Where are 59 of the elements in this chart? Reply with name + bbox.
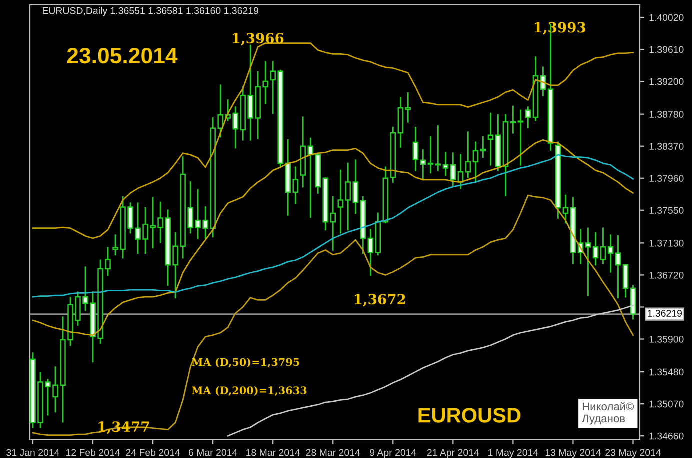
candlestick [480,136,486,158]
x-tick-label: 31 Jan 2014 [6,449,60,456]
candlestick [562,194,569,224]
candlestick [450,152,456,186]
y-tick-label: 1.39610 [650,46,684,54]
line-series [32,194,634,436]
candlestick [585,228,592,296]
annotation: MA (D,200)=1,3633 [192,386,307,396]
annotation: 23.05.2014 [67,48,178,64]
candlestick [352,160,359,214]
x-tick-label: 1 May 2014 [488,449,538,458]
candlestick [338,170,344,234]
line-series [32,139,634,336]
candlestick [510,106,516,134]
y-tick-label: 1.40020 [650,14,684,22]
candlestick [435,125,442,172]
y-tick-label: 1.37550 [650,207,684,214]
candlestick [600,228,606,264]
y-tick-label: 1.37960 [650,175,684,182]
candlestick [615,235,622,299]
x-tick-label: 21 Apr 2014 [427,449,480,458]
candlestick [518,110,524,166]
y-tick-label: 1.35070 [650,400,684,408]
y-tick-label: 1.35900 [650,336,684,343]
annotation: EUROUSD [418,408,521,423]
y-tick-label: 1.39200 [650,78,684,86]
y-tick-label: 1.38780 [650,111,684,118]
annotation: 1,3672 [354,294,406,307]
y-tick-label: 1.37130 [650,240,684,247]
candlestick [368,229,374,276]
x-tick-label: 24 Feb 2014 [126,449,180,456]
x-tick-label: 6 Mar 2014 [188,449,238,456]
candlestick [412,126,419,172]
candlestick [525,106,532,128]
x-tick-label: 23 May 2014 [606,449,662,458]
candlestick [592,232,599,266]
candlestick [608,234,614,273]
annotation: Николай© Луданов [582,402,634,425]
x-tick-label: 12 Feb 2014 [66,449,120,456]
x-tick-label: 9 Apr 2014 [370,449,416,458]
ref-line-label: 1.36219 [648,310,682,317]
y-tick-label: 1.34660 [650,432,684,440]
y-tick-label: 1.38370 [650,143,684,150]
candlestick [442,152,449,176]
candlestick [345,162,352,231]
annotation: 1,3966 [232,33,284,46]
candlestick [405,92,412,123]
candlestick [428,136,434,174]
x-tick-label: 13 May 2014 [546,449,602,458]
candlestick [420,150,426,181]
x-tick-label: 18 Mar 2014 [246,449,300,456]
candlestick [622,264,629,298]
candlestick [472,142,479,183]
x-tick-label: 28 Mar 2014 [306,449,360,456]
y-tick-label: 1.36720 [650,272,684,279]
chart-title: EURUSD,Daily 1.36551 1.36581 1.36160 1.36219 [43,7,258,16]
y-tick-label: 1.35480 [650,368,684,376]
candlestick [465,132,472,178]
candlestick [488,112,494,166]
